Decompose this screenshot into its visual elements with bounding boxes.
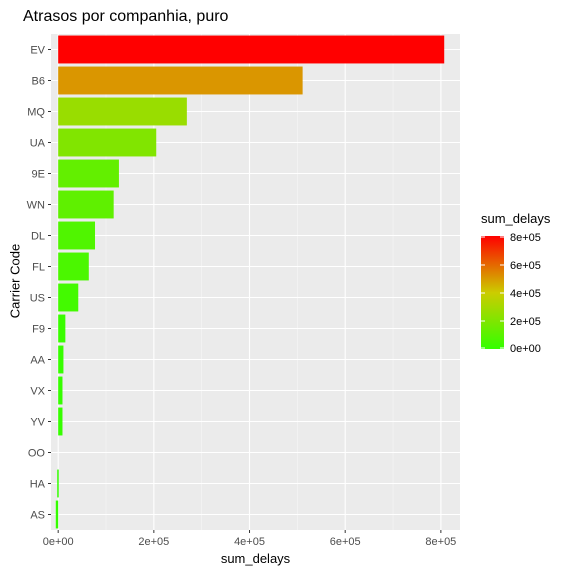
legend-tick-label: 2e+05	[510, 316, 541, 328]
chart-title: Atrasos por companhia, puro	[23, 8, 229, 25]
y-tick-label: OO	[28, 448, 46, 460]
y-tick-label: AS	[30, 510, 45, 522]
x-tick-label: 0e+00	[43, 536, 74, 548]
y-tick-label: B6	[32, 76, 45, 88]
legend-colorbar	[481, 236, 504, 349]
bar-MQ	[58, 97, 187, 126]
y-tick-label: FL	[32, 262, 45, 274]
y-tick-label: YV	[30, 417, 45, 429]
bar-AS	[55, 500, 59, 529]
bar-DL	[58, 221, 96, 250]
y-tick-label: US	[30, 293, 45, 305]
x-axis-title-text: sum_delays	[220, 551, 291, 566]
legend-title: sum_delays	[481, 211, 551, 226]
y-tick-label: UA	[30, 138, 46, 150]
bar-US	[58, 283, 79, 312]
legend-tick-label: 6e+05	[510, 260, 541, 272]
y-tick-label: WN	[27, 200, 45, 212]
bar-WN	[58, 190, 114, 219]
x-tick-label: 6e+05	[330, 536, 361, 548]
y-tick-label: HA	[30, 479, 46, 491]
bar-HA	[57, 469, 59, 498]
bar-B6	[58, 66, 303, 95]
y-tick-label: EV	[30, 45, 45, 57]
y-tick-label: DL	[31, 231, 45, 243]
x-tick-label: 4e+05	[234, 536, 265, 548]
y-tick-label: VX	[30, 386, 45, 398]
y-tick-label: F9	[32, 324, 45, 336]
bar-UA	[58, 128, 157, 157]
x-axis-title: sum_delays	[51, 551, 460, 566]
bar-F9	[58, 314, 66, 343]
bar-9E	[58, 159, 119, 188]
y-tick-label: AA	[30, 355, 45, 367]
bar-YV	[58, 407, 63, 436]
legend-tick-label: 0e+00	[510, 343, 541, 355]
y-tick-label: MQ	[27, 107, 45, 119]
bar-EV	[58, 35, 445, 64]
legend-tick-label: 4e+05	[510, 288, 541, 300]
y-tick-label: 9E	[32, 169, 45, 181]
x-tick-label: 8e+05	[425, 536, 456, 548]
legend-tick-label: 8e+05	[510, 232, 541, 244]
bar-VX	[58, 376, 63, 405]
bar-AA	[58, 345, 64, 374]
bar-FL	[58, 252, 89, 281]
y-axis-title: Carrier Code	[7, 243, 23, 319]
x-tick-label: 2e+05	[138, 536, 169, 548]
